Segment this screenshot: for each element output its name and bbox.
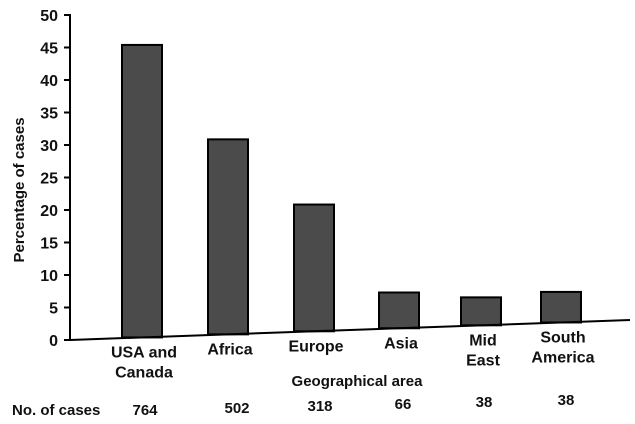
x-tick-label: Canada	[115, 364, 173, 381]
x-tick-label: Europe	[288, 338, 343, 355]
y-axis-label: Percentage of cases	[11, 117, 28, 262]
bar	[207, 138, 249, 336]
y-tick-label: 25	[40, 171, 58, 188]
x-tick-label: Mid	[469, 332, 497, 349]
x-tick-label: America	[531, 349, 594, 366]
case-count-label: 318	[307, 398, 332, 415]
cases-row-label: No. of cases	[12, 402, 100, 419]
x-tick-label: USA and	[111, 344, 177, 361]
case-count-label: 764	[132, 402, 158, 419]
x-labels-group: USA and Canada Africa Europe Asia Mid East Sout…	[111, 329, 595, 381]
bar	[540, 290, 582, 324]
bars-group	[121, 43, 582, 339]
x-tick-label: Africa	[207, 341, 252, 358]
x-tick-label: East	[466, 352, 500, 369]
case-count-label: 38	[558, 392, 575, 409]
bar	[293, 203, 335, 333]
bar	[460, 296, 502, 327]
y-tick-label: 15	[40, 236, 58, 253]
y-tick-label: 20	[40, 203, 58, 220]
y-ticks-group: 0 5 10 15 20 25 30 35 40 45 50	[40, 8, 70, 350]
case-count-label: 66	[395, 396, 412, 413]
case-count-label: 502	[224, 400, 249, 417]
x-tick-label: Asia	[384, 335, 418, 352]
y-tick-label: 35	[40, 106, 58, 123]
bar	[378, 291, 420, 330]
case-count-label: 38	[476, 394, 493, 411]
y-tick-label: 5	[49, 301, 58, 318]
y-tick-label: 0	[49, 333, 58, 350]
y-tick-label: 40	[40, 73, 58, 90]
x-tick-label: South	[540, 329, 585, 346]
y-tick-label: 50	[40, 8, 58, 25]
x-axis-line	[69, 319, 631, 341]
x-axis-label: Geographical area	[292, 373, 424, 390]
y-tick-label: 45	[40, 41, 58, 58]
case-counts-group: 764 502 318 66 38 38	[132, 392, 574, 419]
bar	[121, 43, 163, 339]
y-tick-label: 10	[40, 268, 58, 285]
y-tick-label: 30	[40, 138, 58, 155]
